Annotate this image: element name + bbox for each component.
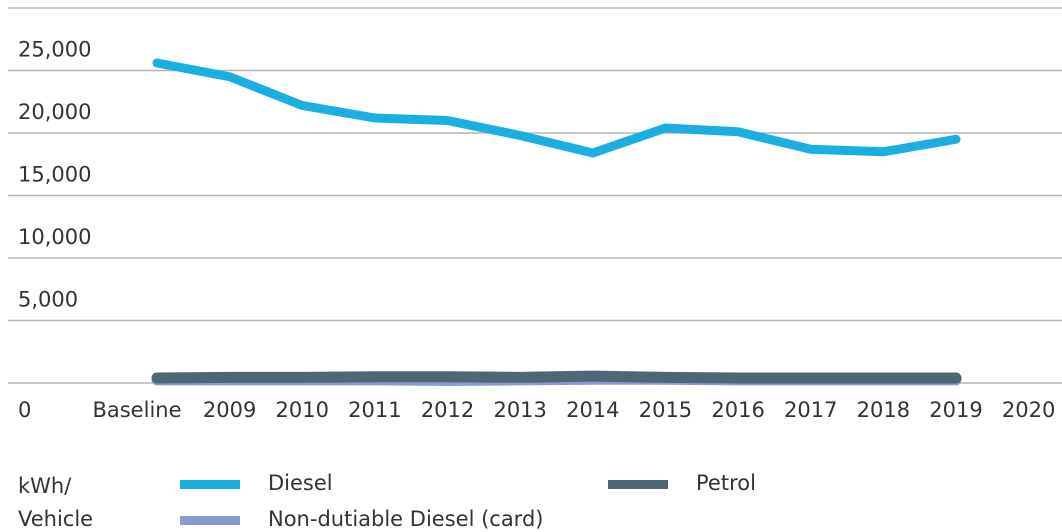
x-tick-label: 2016 [711,398,764,422]
y-tick-label: 5,000 [18,288,78,312]
y-tick-label: 0 [18,398,31,422]
legend-swatch [180,516,240,525]
x-tick-label: 2015 [639,398,692,422]
legend-label: Petrol [696,471,756,495]
legend-label: Non-dutiable Diesel (card) [268,507,543,531]
x-tick-label: 2010 [276,398,329,422]
y-axis-label: kWh/ [18,474,72,498]
x-tick-label: 2011 [348,398,401,422]
legend-swatch [608,480,668,489]
series-line [152,58,961,158]
y-tick-label: 25,000 [18,38,91,62]
x-tick-label: 2009 [203,398,256,422]
y-tick-label: 20,000 [18,100,91,124]
x-tick-label: 2014 [566,398,619,422]
x-tick-label: 2013 [493,398,546,422]
x-tick-label: Baseline [92,398,181,422]
y-axis-label: Vehicle [18,507,93,531]
x-tick-label: 2019 [929,398,982,422]
series-line [151,370,962,384]
x-tick-label: 2018 [857,398,910,422]
legend-swatch [180,480,240,489]
y-tick-label: 10,000 [18,225,91,249]
x-tick-label: 2012 [421,398,474,422]
legend-label: Diesel [268,471,333,495]
x-tick-label: 2017 [784,398,837,422]
y-tick-label: 15,000 [18,163,91,187]
x-tick-label: 2020 [1002,398,1055,422]
